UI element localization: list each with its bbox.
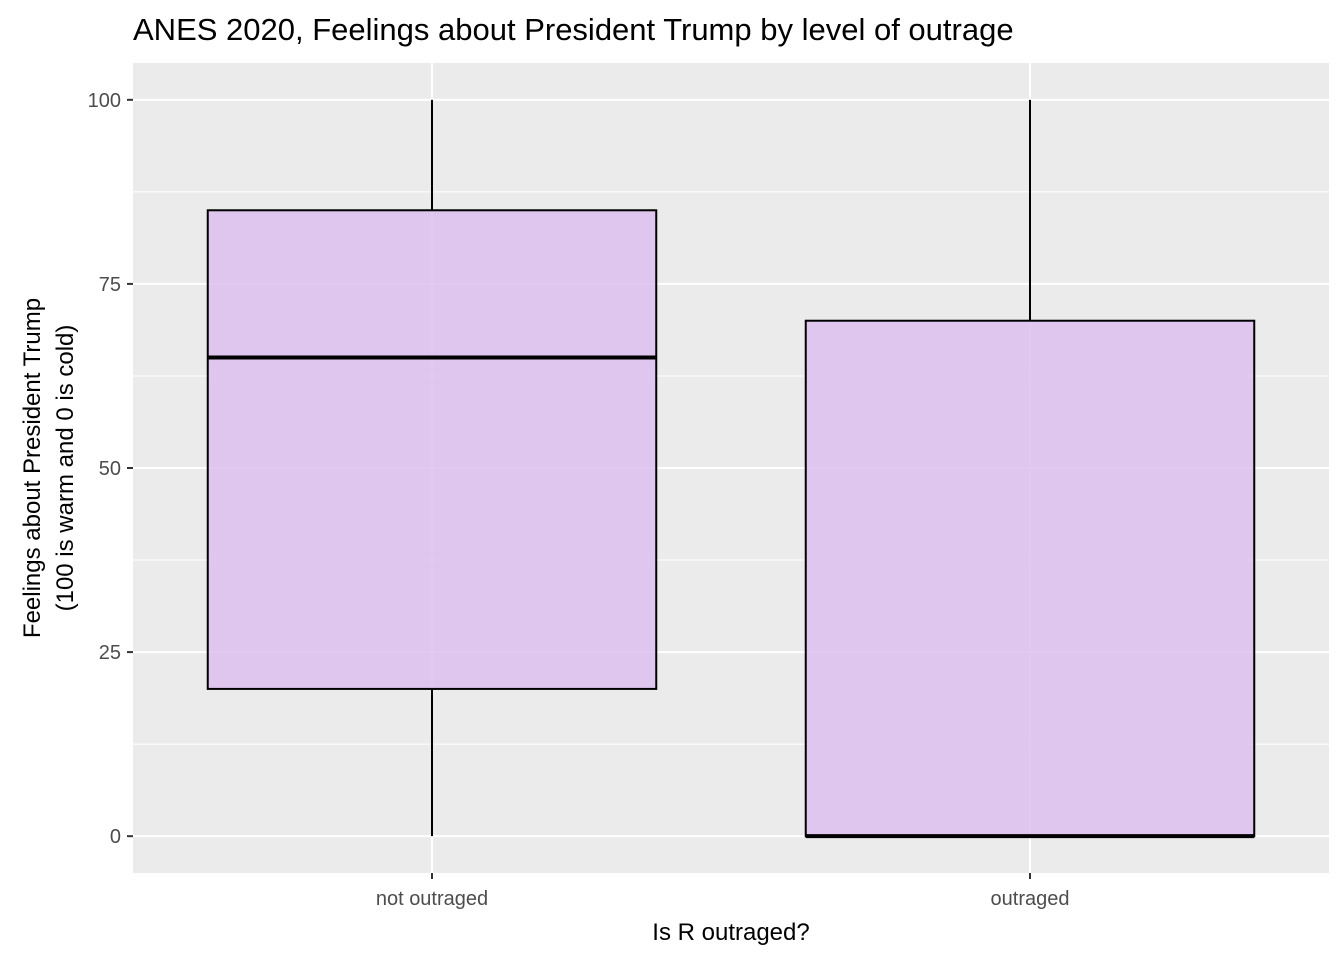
- y-axis-title: Feelings about President Trump (100 is w…: [19, 298, 79, 638]
- axes: 0 25 50 75 100 not outraged outraged: [88, 90, 1070, 910]
- y-axis-title-line-1: Feelings about President Trump: [19, 298, 46, 638]
- y-tick-label: 0: [110, 826, 121, 848]
- chart-title: ANES 2020, Feelings about President Trum…: [133, 12, 1014, 47]
- y-tick-label: 75: [99, 274, 121, 296]
- y-tick-label: 50: [99, 458, 121, 480]
- x-axis-title: Is R outraged?: [652, 919, 809, 946]
- y-tick-label: 100: [88, 90, 121, 112]
- y-tick-label: 25: [99, 642, 121, 664]
- box-outraged: [804, 99, 1256, 839]
- box-iqr: [206, 209, 658, 690]
- x-tick-label: outraged: [991, 888, 1070, 910]
- y-axis-title-line-2: (100 is warm and 0 is cold): [52, 325, 79, 612]
- box-iqr: [804, 319, 1256, 838]
- box-series: [206, 99, 1256, 839]
- box-not-outraged: [206, 99, 658, 837]
- x-tick-label: not outraged: [376, 888, 488, 910]
